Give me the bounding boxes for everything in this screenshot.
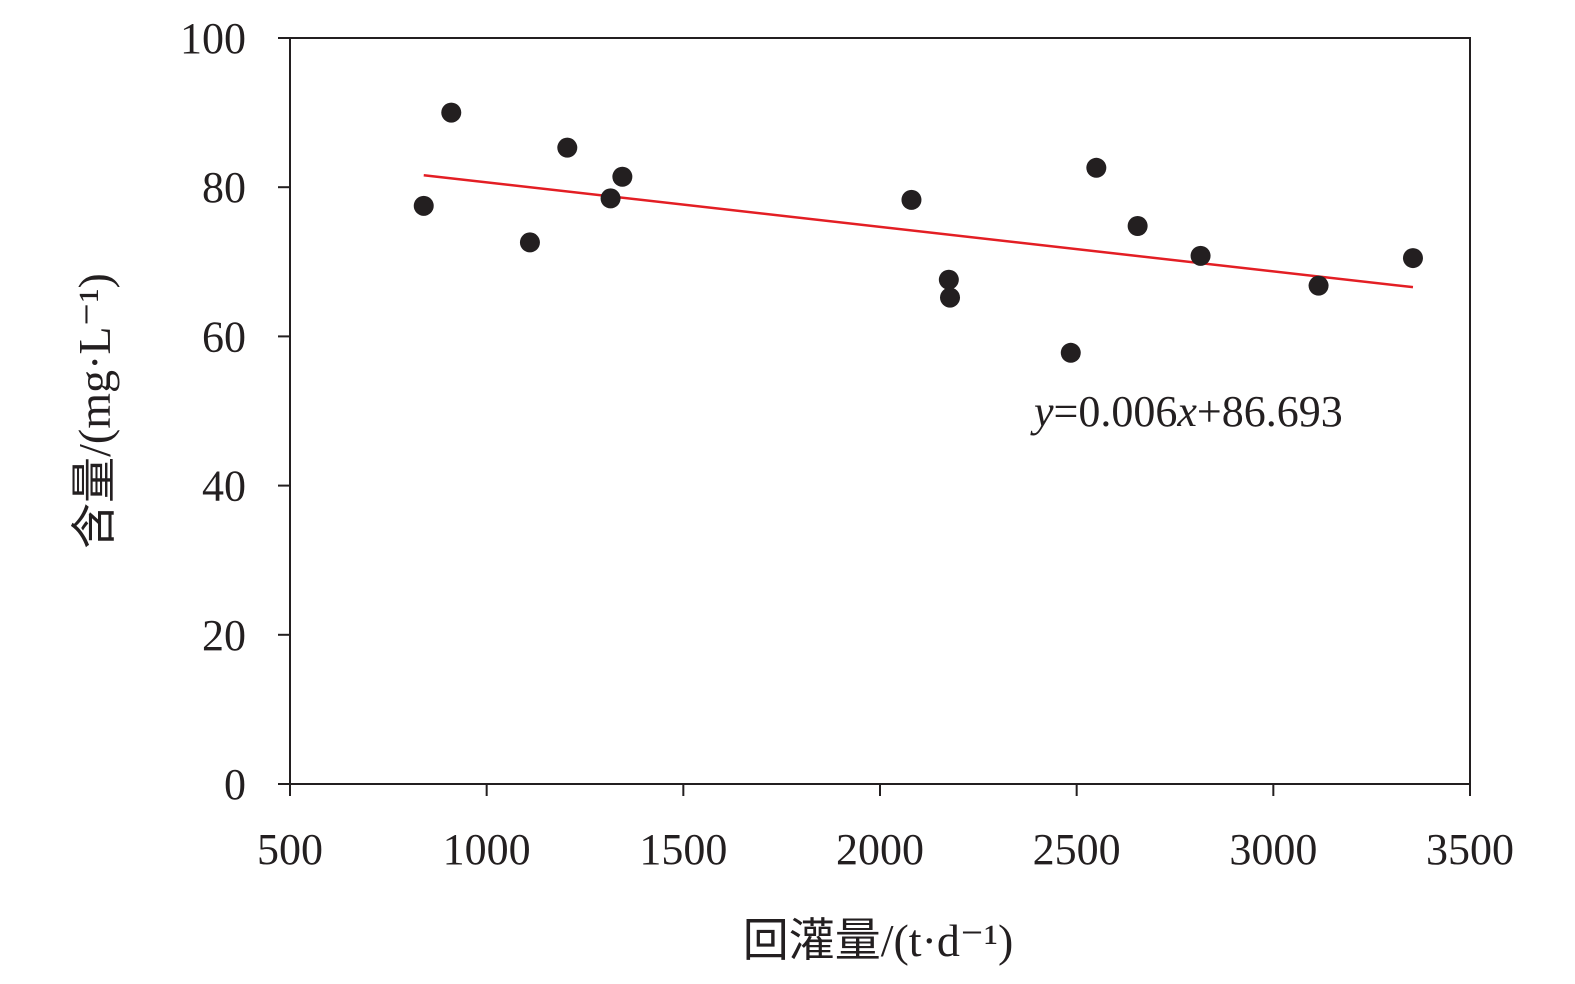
data-point [901,189,922,210]
x-axis: 500 1000 1500 2000 2500 3000 3500 [257,784,1514,874]
trendline [423,174,1414,289]
data-point [441,102,462,123]
data-point [1190,245,1211,266]
y-tick-label: 0 [224,760,246,809]
data-point [600,188,621,209]
x-tick-label: 2500 [1033,825,1121,874]
data-point [519,232,540,253]
y-axis-title: 含量/(mg·L⁻¹) [69,273,120,549]
x-tick-label: 3500 [1426,825,1514,874]
y-tick-label: 40 [202,462,246,511]
data-point [612,166,633,187]
data-point [413,195,434,216]
y-tick-label: 80 [202,163,246,212]
x-tick-label: 1000 [443,825,531,874]
equation-x-variable: x [1176,387,1197,436]
data-point [1402,248,1423,269]
equation-part-2: +86.693 [1197,387,1343,436]
data-points [413,102,1423,363]
trendline-group [423,174,1414,289]
data-point [1060,342,1081,363]
data-point [1127,215,1148,236]
regression-equation: y=0.006x+86.693 [1030,387,1343,436]
y-axis: 0 20 40 60 80 100 [180,14,290,809]
y-tick-label: 100 [180,14,246,63]
x-tick-label: 3000 [1229,825,1317,874]
data-point [557,137,578,158]
y-tick-label: 60 [202,312,246,361]
x-axis-title: 回灌量/(t·d⁻¹) [743,915,1014,966]
equation-part-1: =0.006 [1054,387,1178,436]
data-point [938,269,959,290]
data-point [1308,275,1329,296]
equation-y-variable: y [1030,387,1054,436]
x-tick-label: 1500 [639,825,727,874]
data-point [1086,157,1107,178]
y-tick-label: 20 [202,611,246,660]
x-tick-label: 2000 [836,825,924,874]
x-tick-label: 500 [257,825,323,874]
data-point [940,287,961,308]
